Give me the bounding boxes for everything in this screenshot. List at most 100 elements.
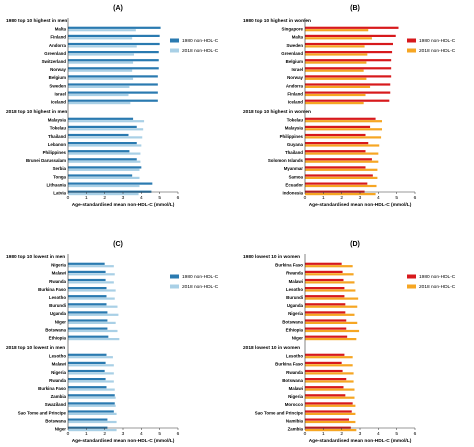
bar xyxy=(68,289,116,292)
category-label: Morocco xyxy=(285,402,304,407)
x-tick-label: 6 xyxy=(177,195,180,201)
category-label: Lesotho xyxy=(49,354,66,359)
bar xyxy=(305,193,376,196)
bar xyxy=(305,29,369,32)
category-label: Tokelau xyxy=(287,118,304,123)
legend-entry: 1980 non-HDL-C xyxy=(182,274,219,280)
bar xyxy=(68,53,134,56)
bar xyxy=(68,51,159,54)
bar xyxy=(68,305,118,308)
bar xyxy=(305,174,373,177)
category-label: Solomon Islands xyxy=(268,158,304,163)
bar xyxy=(68,396,116,399)
bar xyxy=(305,91,391,94)
bar xyxy=(68,369,105,373)
bar xyxy=(305,85,371,88)
panel-label: (A) xyxy=(113,5,123,12)
category-label: Botswana xyxy=(282,378,303,383)
category-label: Ethiopia xyxy=(286,327,304,332)
bar xyxy=(305,59,392,62)
category-label: Nigeria xyxy=(288,394,303,399)
bar xyxy=(305,338,357,341)
category-label: Sweden xyxy=(286,43,303,48)
bar xyxy=(68,168,140,171)
x-tick-label: 5 xyxy=(158,431,161,437)
x-tick-label: 6 xyxy=(414,431,417,437)
bar xyxy=(68,99,158,102)
bar xyxy=(68,429,117,432)
category-label: Botswana xyxy=(45,327,66,332)
chart-panel: (D) 1980 lowest 10 in women Burkina Faso Rw… xyxy=(243,241,456,444)
bar xyxy=(305,166,366,169)
bar xyxy=(305,37,372,40)
legend-entry: 2018 non-HDL-C xyxy=(182,284,219,290)
category-label: Malawi xyxy=(52,362,66,367)
bar xyxy=(68,353,107,356)
category-label: Malaysia xyxy=(285,126,304,131)
bar xyxy=(68,77,134,80)
category-label: Rwanda xyxy=(49,279,66,284)
bar xyxy=(305,353,345,356)
bar xyxy=(305,128,382,131)
bar xyxy=(68,182,153,185)
category-label: Norway xyxy=(50,67,66,72)
x-tick-label: 3 xyxy=(359,431,362,437)
category-label: Belgium xyxy=(286,59,303,64)
x-tick-label: 0 xyxy=(304,431,307,437)
bar xyxy=(305,394,346,397)
bar xyxy=(305,372,354,375)
x-tick-label: 5 xyxy=(395,195,398,201)
bar xyxy=(68,176,140,179)
category-label: Thailand xyxy=(285,150,303,155)
bar xyxy=(68,270,106,273)
category-label: Ethiopia xyxy=(49,336,67,341)
bar xyxy=(68,321,116,324)
category-label: Lesotho xyxy=(286,354,303,359)
legend-entry: 1980 non-HDL-C xyxy=(182,38,219,44)
bar xyxy=(305,319,347,322)
bar xyxy=(305,369,343,373)
category-label: Greenland xyxy=(44,51,66,56)
bar xyxy=(305,102,364,105)
bar xyxy=(305,281,355,284)
category-label: Tokelau xyxy=(50,126,67,131)
category-label: Rwanda xyxy=(286,271,303,276)
bar xyxy=(305,142,369,145)
category-label: Tonga xyxy=(53,174,66,179)
bar xyxy=(68,402,115,405)
x-tick-label: 3 xyxy=(359,195,362,201)
x-tick-label: 2 xyxy=(340,195,343,201)
bar xyxy=(68,335,109,338)
category-label: Burkina Faso xyxy=(275,263,303,268)
bar xyxy=(305,295,345,298)
category-label: Malta xyxy=(292,35,304,40)
bar xyxy=(68,102,131,105)
category-label: Iceland xyxy=(288,100,303,105)
bar xyxy=(68,329,118,333)
legend-swatch xyxy=(170,38,179,43)
x-tick-label: 1 xyxy=(322,431,325,437)
bar xyxy=(305,184,377,188)
bar xyxy=(305,51,393,54)
bar xyxy=(305,289,356,292)
category-label: Uganda xyxy=(287,303,304,308)
bar xyxy=(68,338,120,341)
x-axis-label: Age-standardised mean non-HDL-C (mmol/L) xyxy=(309,438,412,444)
category-label: Philippines xyxy=(280,134,304,139)
bar xyxy=(68,61,134,64)
x-tick-label: 3 xyxy=(122,431,125,437)
bar xyxy=(68,174,133,177)
bar xyxy=(68,136,143,139)
x-tick-label: 2 xyxy=(103,431,106,437)
bar xyxy=(68,311,108,314)
bar xyxy=(68,144,142,147)
bar xyxy=(68,412,117,415)
bar xyxy=(305,356,353,359)
bar xyxy=(305,418,349,421)
category-label: Zambia xyxy=(51,394,67,399)
bar xyxy=(305,270,343,273)
bar xyxy=(68,184,140,188)
bar xyxy=(68,91,158,94)
bar xyxy=(68,364,114,367)
group-title: 2018 top 10 lowest in men xyxy=(6,345,65,351)
